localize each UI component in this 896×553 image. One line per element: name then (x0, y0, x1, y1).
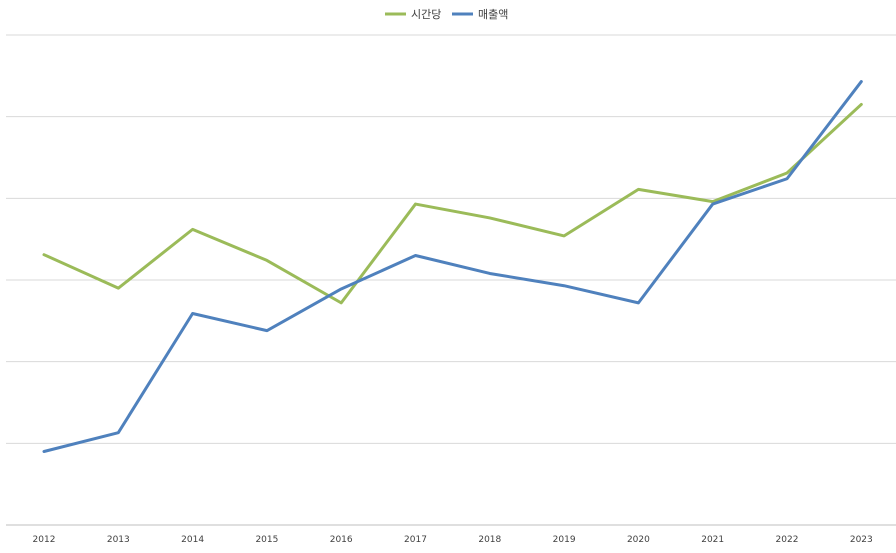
x-tick-label: 2023 (850, 535, 873, 545)
x-tick-label: 2018 (478, 535, 501, 545)
legend-label: 시간당 (411, 8, 441, 21)
gridlines (6, 34, 896, 526)
chart-legend: 시간당 매출액 (385, 8, 508, 21)
series-line-sales (42, 80, 863, 453)
legend-label: 매출액 (478, 8, 508, 21)
x-tick-label: 2019 (553, 535, 576, 545)
x-tick-label: 2015 (255, 535, 278, 545)
x-tick-label: 2016 (330, 535, 353, 545)
x-tick-label: 2020 (627, 535, 650, 545)
x-tick-label: 2021 (701, 535, 724, 545)
x-tick-label: 2013 (107, 535, 130, 545)
series-lines (42, 80, 863, 453)
x-axis: 2012 2013 2014 2015 2016 2017 2018 2019 2020 2021… (33, 535, 873, 545)
x-tick-label: 2012 (33, 535, 56, 545)
series-line-hourly (42, 102, 863, 305)
x-tick-label: 2022 (776, 535, 799, 545)
x-tick-label: 2014 (181, 535, 204, 545)
x-tick-label: 2017 (404, 535, 427, 545)
